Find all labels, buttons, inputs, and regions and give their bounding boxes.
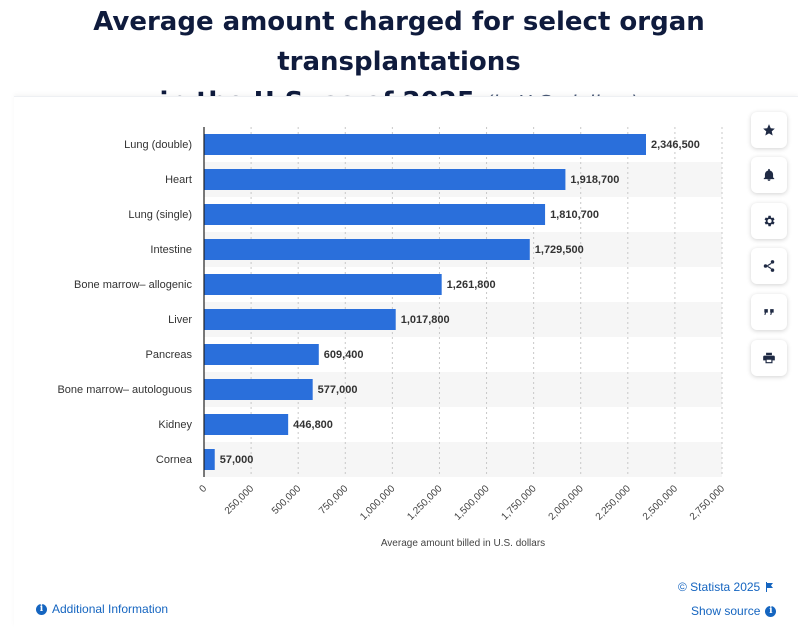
x-tick-label: 1,000,000: [358, 483, 398, 523]
x-tick-label: 1,500,000: [452, 483, 492, 523]
x-axis-title: Average amount billed in U.S. dollars: [380, 538, 546, 549]
bar: [204, 344, 319, 365]
category-label: Bone marrow– autologuous: [57, 383, 192, 396]
info-icon: i: [36, 603, 47, 615]
x-tick-label: 1,750,000: [500, 483, 540, 523]
data-label: 446,800: [293, 418, 333, 431]
show-source-link[interactable]: Show source i: [691, 604, 777, 618]
bar: [204, 414, 289, 435]
gear-icon: [764, 215, 775, 227]
quote-icon: [764, 309, 774, 315]
chart-title-line-1: Average amount charged for select organ …: [93, 7, 705, 77]
category-label: Cornea: [155, 453, 192, 466]
data-label: 609,400: [323, 348, 364, 361]
copyright-label: © Statista 2025: [678, 580, 761, 594]
category-label: Kidney: [158, 418, 192, 431]
show-source-label: Show source: [691, 604, 761, 618]
bar: [204, 169, 566, 190]
additional-information-label: Additional Information: [52, 602, 169, 616]
row-band: [204, 442, 722, 477]
x-tick-label: 500,000: [270, 483, 304, 517]
data-label: 577,000: [317, 383, 358, 396]
favorite-button[interactable]: [751, 112, 787, 148]
statista-copyright[interactable]: © Statista 2025: [678, 580, 774, 594]
x-tick-label: 2,750,000: [688, 483, 728, 523]
share-icon: [763, 260, 775, 272]
print-button[interactable]: [751, 340, 787, 376]
bar: [204, 239, 530, 260]
category-label: Lung (double): [124, 138, 192, 151]
category-label: Intestine: [150, 243, 192, 256]
data-label: 1,810,700: [550, 208, 599, 221]
notification-button[interactable]: [751, 157, 787, 193]
x-tick-label: 1,250,000: [405, 483, 445, 523]
x-tick-label: 2,000,000: [547, 483, 587, 523]
category-label: Liver: [168, 313, 192, 326]
category-label: Heart: [165, 173, 192, 186]
settings-button[interactable]: [751, 203, 787, 239]
bar: [204, 379, 313, 400]
cite-button[interactable]: [751, 294, 787, 330]
info-icon: i: [765, 605, 777, 617]
data-label: 57,000: [219, 453, 254, 466]
data-label: 1,918,700: [570, 173, 620, 186]
bar: [204, 134, 646, 155]
category-label: Pancreas: [145, 348, 192, 361]
share-button[interactable]: [751, 248, 787, 284]
data-label: 2,346,500: [650, 138, 700, 151]
bar: [204, 274, 442, 295]
flag-icon: [766, 582, 774, 592]
print-icon: [763, 352, 775, 364]
bell-icon: [763, 168, 775, 181]
category-label: Lung (single): [128, 208, 192, 221]
x-tick-label: 750,000: [317, 483, 351, 517]
bar: [204, 309, 396, 330]
bar: [204, 204, 546, 225]
category-label: Bone marrow– allogenic: [73, 278, 192, 291]
x-tick-label: 2,500,000: [641, 483, 681, 523]
data-label: 1,261,800: [446, 278, 496, 291]
x-tick-label: 250,000: [223, 483, 257, 517]
x-tick-label: 0: [197, 483, 209, 495]
data-label: 1,729,500: [534, 243, 584, 256]
additional-information-link[interactable]: i Additional Information: [36, 602, 168, 616]
bar: [204, 449, 215, 470]
data-label: 1,017,800: [400, 313, 450, 326]
star-icon: [763, 124, 775, 136]
x-tick-label: 2,250,000: [594, 483, 634, 523]
